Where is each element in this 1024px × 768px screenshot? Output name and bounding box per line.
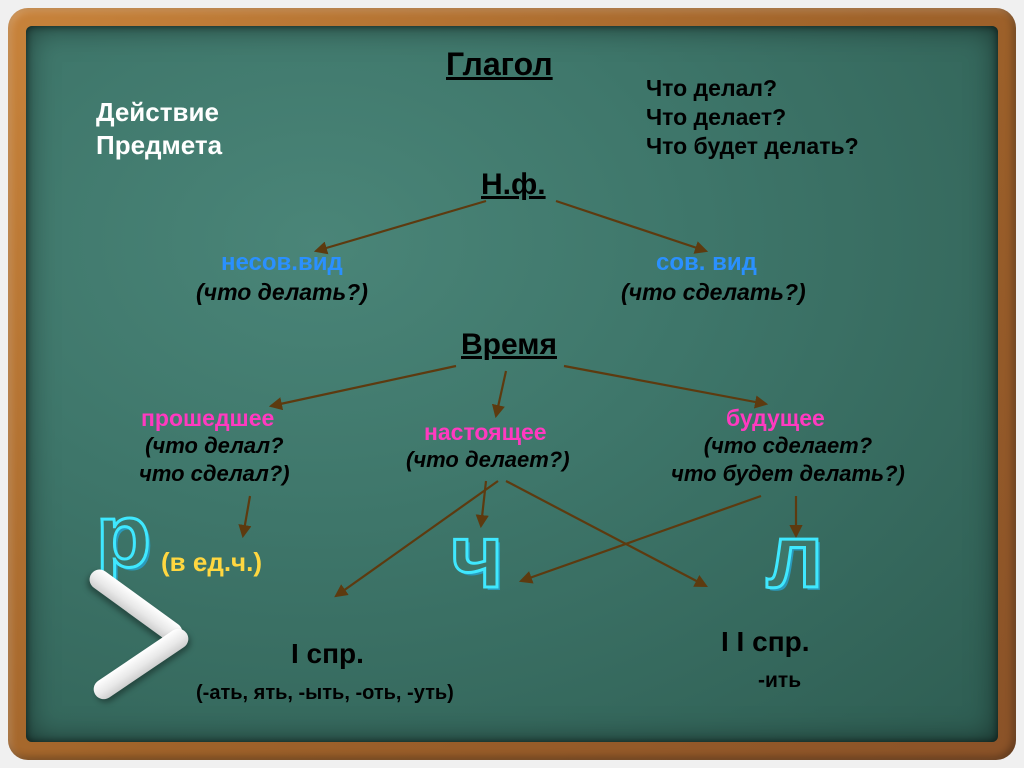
- present-label: настоящее: [424, 418, 547, 447]
- present-question: (что делает?): [406, 446, 570, 474]
- future-label: будущее: [726, 404, 825, 433]
- past-question: (что делал? что сделал?): [139, 432, 290, 487]
- action-of-subject: Действие Предмета: [96, 96, 222, 161]
- imperfective-label: несов.вид: [221, 248, 343, 278]
- infinitive-label: Н.ф.: [481, 166, 546, 204]
- perfective-question: (что сделать?): [621, 278, 806, 307]
- future-question: (что сделает? что будет делать?): [671, 432, 905, 487]
- perfective-label: сов. вид: [656, 248, 757, 278]
- imperfective-question: (что делать?): [196, 278, 368, 307]
- past-label: прошедшее: [141, 404, 274, 433]
- chalkboard: Глагол Действие Предмета Что делал? Что …: [26, 26, 998, 742]
- singular-note: (в ед.ч.): [161, 546, 262, 579]
- chalk-piece-2: [90, 625, 192, 703]
- top-questions: Что делал? Что делает? Что будет делать?: [646, 74, 859, 160]
- letter-ch: ч: [451, 506, 503, 609]
- chalkboard-frame: Глагол Действие Предмета Что делал? Что …: [8, 8, 1016, 760]
- conjugation-1-suffixes: (-ать, ять, -ыть, -оть, -уть): [196, 681, 454, 706]
- title-verb: Глагол: [446, 44, 553, 84]
- conjugation-1: I спр.: [291, 636, 364, 671]
- tense-label: Время: [461, 326, 557, 364]
- conjugation-2-suffix: -ить: [758, 668, 801, 694]
- conjugation-2: I I спр.: [721, 624, 809, 659]
- letter-l: л: [766, 506, 823, 609]
